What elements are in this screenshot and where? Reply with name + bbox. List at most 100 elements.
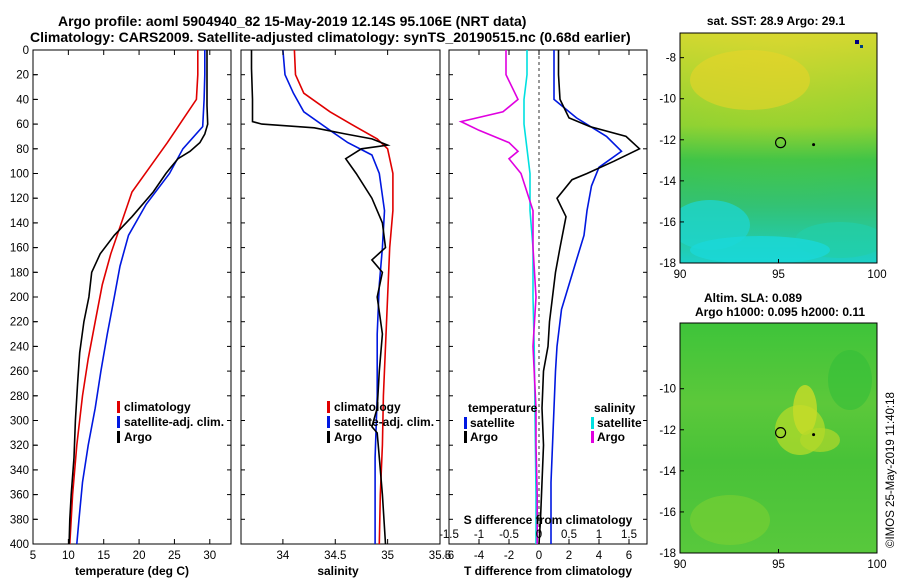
difference-plot-frame <box>448 49 648 545</box>
map-ytick-label: -12 <box>659 135 676 147</box>
ytick-label: 280 <box>10 391 29 403</box>
xtick-label: 35.5 <box>429 550 451 562</box>
map-xtick-label: 95 <box>772 269 785 281</box>
sla-map-panel: Altim. SLA: 0.089 Argo h1000: 0.095 h200… <box>659 291 886 571</box>
sst-map-ticks: 90 95 100 -8 -10 -12 -14 -16 -18 <box>659 53 886 281</box>
sla-map-argo-marker <box>774 427 787 439</box>
temperature-xlabel: temperature (deg C) <box>75 564 189 578</box>
figure-title-line1: Argo profile: aoml 5904940_82 15-May-201… <box>58 13 526 29</box>
xtick-label: 15 <box>97 550 110 562</box>
xtick-label: -2 <box>504 550 514 562</box>
xtick2-label: -1.5 <box>439 529 459 541</box>
sla-map-field <box>680 323 877 553</box>
salinity-xlabel: salinity <box>317 564 359 578</box>
legend-argo: Argo <box>124 430 152 444</box>
difference-xticks: -6 -4 -2 0 2 4 6 <box>444 50 632 562</box>
legend-temperature-title: temperature <box>468 401 538 415</box>
series-line-t-argo <box>538 50 641 545</box>
ytick-label: 340 <box>10 465 29 477</box>
map-ytick-label: -10 <box>659 384 676 396</box>
sst-map-panel: sat. SST: 28.9 Argo: 29.1 <box>659 14 886 281</box>
xtick2-label: -1 <box>474 529 484 541</box>
difference-panel: -6 -4 -2 0 2 4 6 -1.5 -1 -0.5 0 0.5 1 1.5 S differen… <box>439 49 648 578</box>
temperature-legend: climatology satellite-adj. clim. Argo <box>117 400 224 444</box>
xtick2-label: 1.5 <box>621 529 637 541</box>
s-difference-xticks: -1.5 -1 -0.5 0 0.5 1 1.5 <box>439 529 637 541</box>
temperature-panel: 5 10 15 20 25 30 0 20 40 60 80 100 120 140 160 180 200 2… <box>10 45 232 578</box>
map-xtick-label: 100 <box>867 269 886 281</box>
legend-salinity-title: salinity <box>594 401 636 415</box>
map-ytick-label: -16 <box>659 507 676 519</box>
ytick-label: 20 <box>16 70 29 82</box>
figure-title-line2: Climatology: CARS2009. Satellite-adjuste… <box>30 29 631 45</box>
ytick-label: 300 <box>10 416 29 428</box>
map-ytick-label: -14 <box>659 466 676 478</box>
legend-s-argo: Argo <box>597 430 625 444</box>
ytick-label: 200 <box>10 292 29 304</box>
ytick-label: 380 <box>10 514 29 526</box>
ytick-label: 240 <box>10 341 29 353</box>
xtick-label: 6 <box>626 550 632 562</box>
map-ytick-label: -16 <box>659 217 676 229</box>
map-ytick-label: -12 <box>659 425 676 437</box>
ytick-label: 360 <box>10 490 29 502</box>
ytick-label: 220 <box>10 317 29 329</box>
map-xtick-label: 90 <box>674 559 687 571</box>
xtick-label: 2 <box>566 550 572 562</box>
difference-lines <box>449 49 647 545</box>
legend-s-satellite: satellite <box>597 416 642 430</box>
xtick2-label: -0.5 <box>499 529 519 541</box>
ytick-label: 260 <box>10 366 29 378</box>
series-line-climatology <box>69 50 199 545</box>
salinity-lines <box>241 49 440 545</box>
xtick-label: 0 <box>536 550 542 562</box>
depth-yticks: 0 20 40 60 80 100 120 140 160 180 200 220 240 260 280 3… <box>10 45 38 551</box>
legend-climatology-s: climatology <box>334 400 401 414</box>
legend-satellite-adj: satellite-adj. clim. <box>124 415 224 429</box>
map-ytick-label: -10 <box>659 94 676 106</box>
xtick2-label: 0 <box>536 529 542 541</box>
map-xtick-label: 100 <box>867 559 886 571</box>
map-ytick-label: -18 <box>659 548 676 560</box>
t-difference-xlabel: T difference from climatology <box>464 564 632 578</box>
series-line-t-satellite <box>550 50 623 544</box>
series-line-satellite-adj-clim- <box>76 50 206 545</box>
ytick-label: 60 <box>16 119 29 131</box>
series-line-s-argo <box>458 50 539 544</box>
ytick-label: 160 <box>10 243 29 255</box>
legend-t-argo: Argo <box>470 430 498 444</box>
salinity-panel: 34 34.5 35 35.5 salinity climatology satell… <box>240 49 451 578</box>
xtick-label: -4 <box>474 550 485 562</box>
series-line-argo <box>68 50 209 545</box>
series-line-satellite-adj-clim- <box>282 49 386 544</box>
sst-map-title: sat. SST: 28.9 Argo: 29.1 <box>707 14 846 28</box>
temperature-plot-frame <box>32 49 232 545</box>
xtick-label: 25 <box>168 550 181 562</box>
xtick-label: -6 <box>444 550 454 562</box>
map-ytick-label: -8 <box>666 53 676 65</box>
sla-map-title: Altim. SLA: 0.089 <box>704 291 802 305</box>
xtick2-label: 0.5 <box>561 529 577 541</box>
legend-argo-s: Argo <box>334 430 362 444</box>
map-ytick-label: -18 <box>659 258 676 270</box>
xtick-label: 30 <box>203 550 216 562</box>
series-line-climatology <box>293 49 394 545</box>
xtick2-label: 1 <box>596 529 602 541</box>
map-ytick-label: -14 <box>659 176 676 188</box>
xtick-label: 5 <box>30 550 36 562</box>
xtick-label: 34.5 <box>324 550 346 562</box>
map-xtick-label: 95 <box>772 559 785 571</box>
ytick-label: 400 <box>10 539 29 551</box>
sst-map-argo-marker <box>774 137 787 149</box>
salinity-xticks: 34 34.5 35 35.5 <box>276 50 451 562</box>
ytick-label: 80 <box>16 144 29 156</box>
sla-map-ticks: 90 95 100 -10 -12 -14 -16 -18 <box>659 384 886 571</box>
ytick-label: 40 <box>16 94 29 106</box>
xtick-label: 20 <box>133 550 146 562</box>
sst-map-field <box>680 33 877 263</box>
salinity-legend: climatology satellite-adj. clim. Argo <box>327 400 434 444</box>
temperature-xticks: 5 10 15 20 25 30 <box>30 50 216 562</box>
difference-legend: temperature satellite Argo salinity sate… <box>464 401 642 444</box>
legend-t-satellite: satellite <box>470 416 515 430</box>
